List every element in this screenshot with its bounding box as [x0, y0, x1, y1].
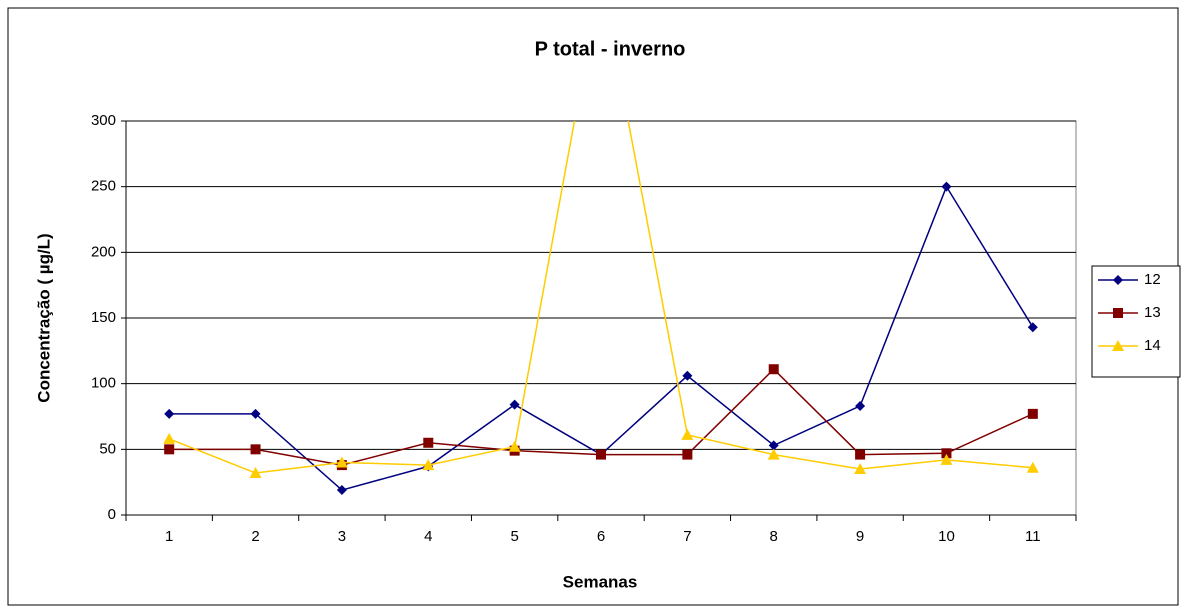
y-tick-label: 100	[91, 375, 116, 392]
marker	[335, 456, 348, 468]
marker	[164, 444, 175, 455]
marker	[855, 449, 866, 460]
marker	[250, 408, 261, 419]
marker	[336, 485, 347, 496]
y-tick-label: 0	[108, 506, 116, 523]
y-tick-label: 300	[91, 112, 116, 129]
y-tick-label: 200	[91, 243, 116, 260]
marker	[1112, 340, 1124, 351]
marker	[1113, 275, 1123, 285]
x-tick-label: 4	[424, 528, 432, 545]
x-tick-label: 6	[597, 528, 605, 545]
marker	[1027, 408, 1038, 419]
marker	[767, 448, 780, 460]
marker	[682, 370, 693, 381]
marker	[249, 466, 262, 478]
marker	[1026, 461, 1039, 473]
marker	[164, 408, 175, 419]
marker	[508, 440, 521, 452]
marker	[423, 437, 434, 448]
marker	[682, 449, 693, 460]
legend-label: 12	[1144, 271, 1161, 288]
y-tick-label: 250	[91, 178, 116, 195]
legend-box	[1091, 265, 1181, 378]
x-tick-label: 10	[938, 528, 955, 545]
legend-label: 14	[1144, 337, 1161, 354]
marker	[509, 399, 520, 410]
marker	[768, 364, 779, 375]
marker	[854, 463, 867, 475]
marker	[163, 432, 176, 444]
marker	[1113, 308, 1123, 318]
marker	[855, 400, 866, 411]
marker	[1027, 322, 1038, 333]
marker	[422, 459, 435, 471]
series-line	[168, 121, 1033, 474]
x-tick-label: 9	[856, 528, 864, 545]
y-tick-label: 50	[99, 440, 116, 457]
x-tick-label: 8	[770, 528, 778, 545]
marker	[681, 428, 694, 440]
x-tick-label: 7	[683, 528, 691, 545]
marker	[768, 440, 779, 451]
chart-title: P total - inverno	[535, 38, 686, 60]
x-axis-label: Semanas	[563, 572, 638, 591]
x-tick-label: 5	[510, 528, 518, 545]
x-tick-label: 1	[165, 528, 173, 545]
y-axis-label: Concentração ( µg/L)	[34, 233, 53, 402]
marker	[941, 181, 952, 192]
marker	[941, 448, 952, 459]
marker	[250, 444, 261, 455]
x-tick-label: 3	[338, 528, 346, 545]
plot-content	[163, 121, 1039, 496]
marker	[940, 453, 953, 465]
marker	[596, 449, 606, 460]
legend-label: 13	[1144, 304, 1161, 321]
y-tick-label: 150	[91, 309, 116, 326]
x-tick-label: 2	[251, 528, 259, 545]
x-tick-label: 11	[1025, 528, 1041, 545]
